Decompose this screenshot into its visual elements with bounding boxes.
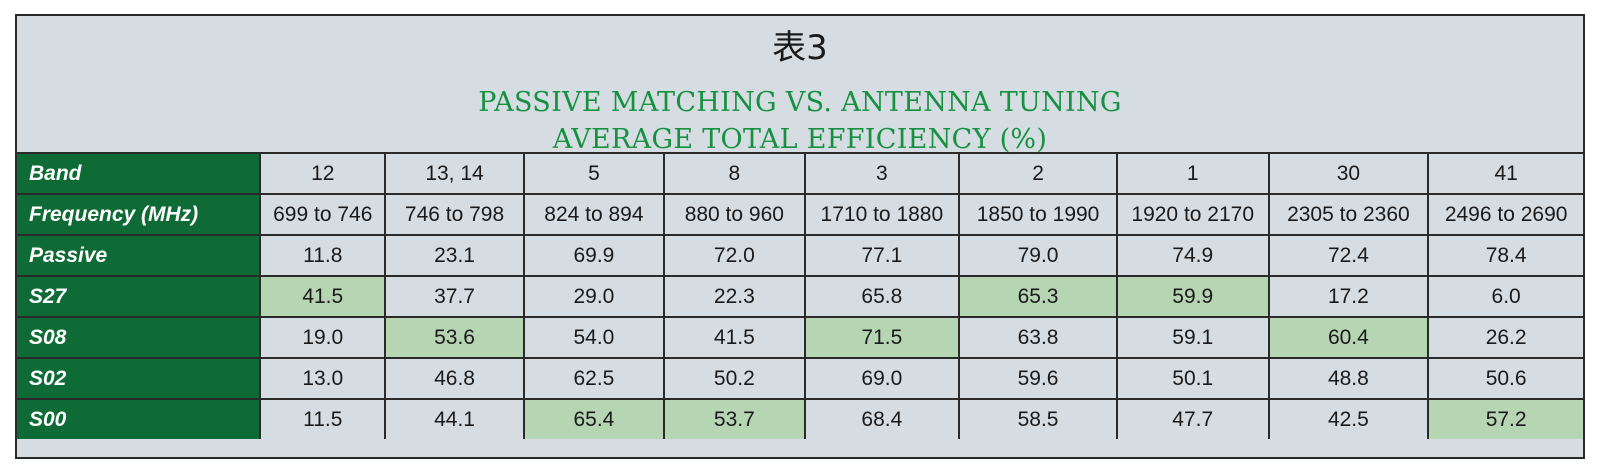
table-cell: 59.1 [1115,316,1270,359]
table-cell: 22.3 [663,275,806,318]
table-cell: 72.0 [663,234,806,277]
table-cell: 41.5 [663,316,806,359]
table-cell: 37.7 [384,275,525,318]
table-cell: 13, 14 [384,154,525,195]
row-header: S02 [17,357,262,400]
table-cell: 60.4 [1267,316,1430,359]
efficiency-table-frame: 表3 PASSIVE MATCHING VS. ANTENNA TUNING A… [15,14,1585,459]
table-header: 表3 PASSIVE MATCHING VS. ANTENNA TUNING A… [17,16,1583,155]
table-cell: 1710 to 1880 [803,193,961,236]
table-cell: 12 [259,154,387,195]
table-cell: 68.4 [803,398,961,439]
table-cell: 11.8 [259,234,387,277]
table-cell: 30 [1267,154,1430,195]
table-row: Frequency (MHz) 699 to 746 746 to 798 824 t… [17,193,1583,236]
table-cell: 13.0 [259,357,387,400]
table-row: S02 13.0 46.8 62.5 50.2 69.0 59.6 50.1 48.8 50.6 [17,357,1583,400]
table-number-title: 表3 [772,28,828,68]
table-row: S27 41.5 37.7 29.0 22.3 65.8 65.3 59.9 17.2 6.0 [17,275,1583,318]
table-cell: 699 to 746 [259,193,387,236]
table-cell: 23.1 [384,234,525,277]
table-row: S00 11.5 44.1 65.4 53.7 68.4 58.5 47.7 42.5 57.2 [17,398,1583,439]
table-cell: 50.1 [1115,357,1270,400]
table-cell: 46.8 [384,357,525,400]
table-cell: 41.5 [259,275,387,318]
table-cell: 65.8 [803,275,961,318]
table-cell: 5 [522,154,666,195]
table-cell: 58.5 [958,398,1118,439]
table-cell: 59.9 [1115,275,1270,318]
table-cell: 17.2 [1267,275,1430,318]
efficiency-table: Band 12 13, 14 5 8 3 2 1 30 41 Frequency (MHz) 699 … [17,154,1583,439]
table-cell: 1 [1115,154,1270,195]
table-cell: 50.6 [1427,357,1583,400]
table-cell: 62.5 [522,357,666,400]
table-cell: 6.0 [1427,275,1583,318]
table-cell: 71.5 [803,316,961,359]
table-cell: 29.0 [522,275,666,318]
table-cell: 824 to 894 [522,193,666,236]
table-cell: 2305 to 2360 [1267,193,1430,236]
table-cell: 57.2 [1427,398,1583,439]
table-cell: 65.3 [958,275,1118,318]
row-header: S00 [17,398,262,439]
table-cell: 54.0 [522,316,666,359]
table-cell: 11.5 [259,398,387,439]
table-cell: 2 [958,154,1118,195]
table-cell: 48.8 [1267,357,1430,400]
table-cell: 77.1 [803,234,961,277]
row-header: Passive [17,234,262,277]
table-cell: 3 [803,154,961,195]
table-row: Band 12 13, 14 5 8 3 2 1 30 41 [17,154,1583,195]
table-cell: 880 to 960 [663,193,806,236]
table-cell: 79.0 [958,234,1118,277]
table-cell: 2496 to 2690 [1427,193,1583,236]
table-cell: 42.5 [1267,398,1430,439]
table-cell: 74.9 [1115,234,1270,277]
table-cell: 50.2 [663,357,806,400]
table-cell: 69.0 [803,357,961,400]
table-cell: 41 [1427,154,1583,195]
table-cell: 53.6 [384,316,525,359]
row-header: S08 [17,316,262,359]
table-cell: 59.6 [958,357,1118,400]
table-cell: 63.8 [958,316,1118,359]
table-title-line1: PASSIVE MATCHING VS. ANTENNA TUNING [478,87,1122,118]
row-header: Frequency (MHz) [17,193,262,236]
table-cell: 19.0 [259,316,387,359]
row-header: Band [17,154,262,195]
table-row: Passive 11.8 23.1 69.9 72.0 77.1 79.0 74.9 72.4 7… [17,234,1583,277]
row-header: S27 [17,275,262,318]
table-cell: 1920 to 2170 [1115,193,1270,236]
table-cell: 1850 to 1990 [958,193,1118,236]
table-cell: 53.7 [663,398,806,439]
table-cell: 746 to 798 [384,193,525,236]
table-title-line2: AVERAGE TOTAL EFFICIENCY (%) [552,124,1048,155]
table-cell: 8 [663,154,806,195]
table-cell: 69.9 [522,234,666,277]
table-cell: 26.2 [1427,316,1583,359]
table-cell: 72.4 [1267,234,1430,277]
table-cell: 44.1 [384,398,525,439]
table-cell: 65.4 [522,398,666,439]
table-cell: 47.7 [1115,398,1270,439]
table-cell: 78.4 [1427,234,1583,277]
table-row: S08 19.0 53.6 54.0 41.5 71.5 63.8 59.1 60.4 26.2 [17,316,1583,359]
